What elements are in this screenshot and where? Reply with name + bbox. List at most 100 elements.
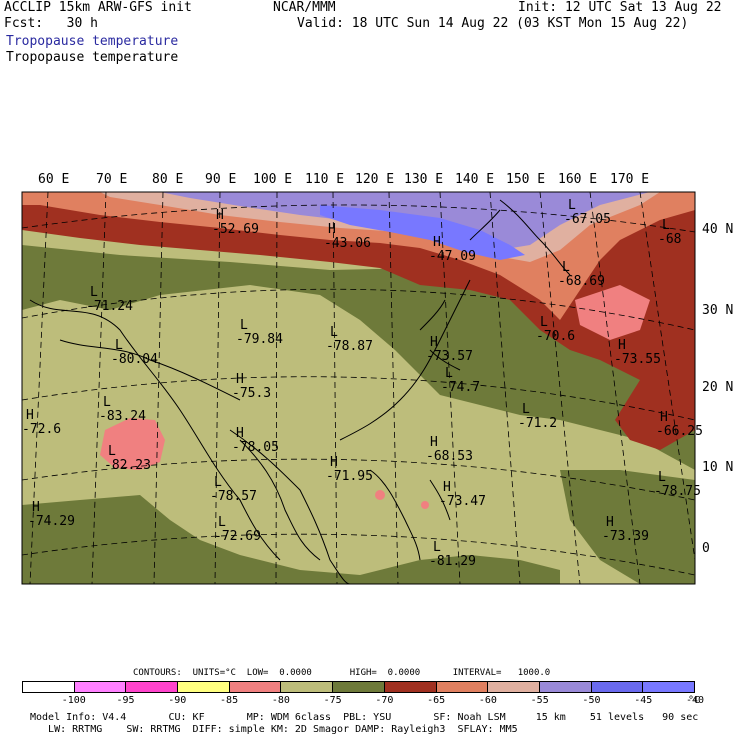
extremum-value: -79.84 <box>236 332 283 347</box>
legend-swatch <box>488 682 540 692</box>
coastlines <box>29 199 571 584</box>
fill-cold-pink <box>100 418 165 470</box>
legend-tick-label: -45 <box>634 695 653 706</box>
low-marker: L <box>115 338 123 353</box>
fill-midlevel-east <box>560 470 695 584</box>
extremum-value: -74.7 <box>441 380 481 395</box>
center-label: NCAR/MMM <box>273 0 336 15</box>
lon-label: 110 E <box>305 172 345 187</box>
low-marker: L <box>103 395 111 410</box>
model-info-line1: Model Info: V4.4 CU: KF MP: WDM 6class P… <box>30 712 699 723</box>
extremum-value: -78.87 <box>326 339 373 354</box>
fill-pink-east <box>575 285 650 340</box>
extremum-value: -82.23 <box>104 458 151 473</box>
model-info-line2: LW: RRTMG SW: RRTMG DIFF: simple KM: 2D … <box>30 724 518 735</box>
legend-swatch <box>74 682 127 692</box>
low-marker: L <box>662 218 670 233</box>
high-marker: H <box>236 372 244 387</box>
legend-swatch <box>281 682 334 692</box>
high-marker: H <box>618 338 626 353</box>
lat-label: 30 N <box>702 303 734 318</box>
legend-tick-label: -60 <box>478 695 497 706</box>
extremum-value: -68 <box>658 232 682 247</box>
contours-info: CONTOURS: UNITS=°C LOW= 0.0000 HIGH= 0.0… <box>133 668 551 678</box>
high-marker: H <box>26 408 34 423</box>
low-marker: L <box>433 540 441 555</box>
extremum-value: -72.69 <box>214 529 261 544</box>
legend-swatch <box>539 682 592 692</box>
extremum-value: -71.24 <box>86 299 133 314</box>
low-marker: L <box>330 325 338 340</box>
low-marker: L <box>568 198 576 213</box>
high-marker: H <box>328 222 336 237</box>
legend-swatch <box>178 682 230 692</box>
extremum-value: -73.39 <box>602 529 649 544</box>
extremum-value: -68.69 <box>558 274 605 289</box>
legend-swatch <box>643 682 694 692</box>
model-title: ACCLIP 15km ARW-GFS init <box>4 0 192 15</box>
legend-tick-label: -65 <box>427 695 446 706</box>
legend-tick-label: -75 <box>323 695 342 706</box>
extremum-value: -52.69 <box>212 222 259 237</box>
lon-label: 120 E <box>355 172 395 187</box>
valid-time: Valid: 18 UTC Sun 14 Aug 22 (03 KST Mon … <box>297 16 689 31</box>
high-marker: H <box>330 455 338 470</box>
extremum-value: -47.09 <box>429 249 476 264</box>
fill-blue <box>320 205 525 260</box>
legend-swatch <box>384 682 437 692</box>
graticule <box>22 192 695 584</box>
field-title-blue: Tropopause temperature <box>6 34 179 49</box>
extremum-value: -81.29 <box>429 554 476 569</box>
extremum-value: -73.55 <box>614 352 661 367</box>
high-marker: H <box>216 208 224 223</box>
legend-swatch <box>23 682 75 692</box>
legend-colorbar <box>22 681 695 693</box>
extremum-value: -78.75 <box>654 484 701 499</box>
extremum-value: -83.24 <box>99 409 146 424</box>
legend-swatch <box>333 682 385 692</box>
field-title-black: Tropopause temperature <box>6 50 179 65</box>
fill-midlevel-south <box>22 495 560 584</box>
low-marker: L <box>445 366 453 381</box>
low-marker: L <box>562 260 570 275</box>
high-marker: H <box>443 480 451 495</box>
low-marker: L <box>90 285 98 300</box>
low-marker: L <box>108 444 116 459</box>
extremum-value: -71.95 <box>326 469 373 484</box>
low-marker: L <box>214 475 222 490</box>
forecast-hour: Fcst: 30 h <box>4 16 98 31</box>
extremum-value: -43.06 <box>324 236 371 251</box>
lon-label: 140 E <box>455 172 495 187</box>
high-marker: H <box>433 235 441 250</box>
extremum-value: -74.29 <box>28 514 75 529</box>
lon-label: 90 E <box>205 172 237 187</box>
extremum-value: -78.05 <box>232 440 279 455</box>
extremum-value: -78.57 <box>210 489 257 504</box>
legend-swatch <box>591 682 644 692</box>
high-marker: H <box>236 426 244 441</box>
extremum-value: -66.25 <box>656 424 703 439</box>
high-marker: H <box>32 500 40 515</box>
extremum-value: -73.57 <box>426 349 473 364</box>
lon-label: 100 E <box>253 172 293 187</box>
legend-tick-label: -90 <box>168 695 187 706</box>
legend-swatch <box>229 682 282 692</box>
low-marker: L <box>540 315 548 330</box>
lon-label: 80 E <box>152 172 184 187</box>
legend-tick-label: -100 <box>61 695 86 706</box>
lon-label: 130 E <box>404 172 444 187</box>
init-time: Init: 12 UTC Sat 13 Aug 22 <box>518 0 722 15</box>
high-marker: H <box>606 515 614 530</box>
extremum-value: -72.6 <box>22 422 62 437</box>
fill-pink-dot-2 <box>421 501 429 509</box>
extremum-value: -68.53 <box>426 449 473 464</box>
legend-tick-label: -85 <box>220 695 239 706</box>
extremum-value: -80.04 <box>111 352 158 367</box>
legend-tick-label: -50 <box>582 695 601 706</box>
lon-label: 160 E <box>558 172 598 187</box>
legend-tick-label: -80 <box>271 695 290 706</box>
low-marker: L <box>218 515 226 530</box>
extremum-value: -70.6 <box>536 329 576 344</box>
lon-label: 70 E <box>96 172 128 187</box>
